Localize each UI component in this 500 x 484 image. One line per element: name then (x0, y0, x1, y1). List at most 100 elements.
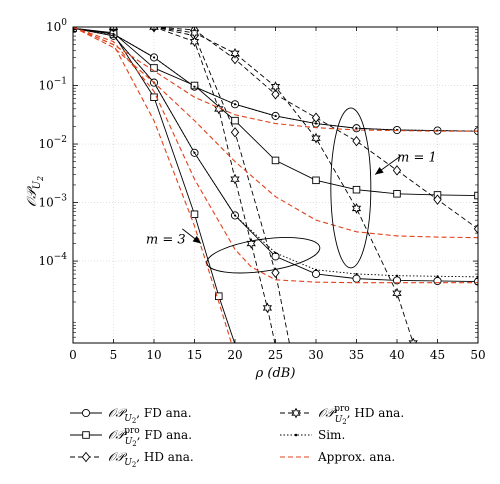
x-tick-label: 25 (268, 348, 283, 362)
series-point-op_hd_m3 (271, 267, 280, 278)
legend-marker (81, 451, 91, 463)
series-point-op_hd_m1 (271, 89, 280, 100)
annotation-label: m = 3 (146, 233, 186, 248)
series-point-sim_m1 (274, 114, 277, 118)
series-point-sim_m3 (314, 268, 318, 271)
x-tick-label: 15 (187, 348, 202, 362)
annotations: m = 1 m = 3 (146, 107, 437, 274)
x-tick-label: 5 (110, 348, 118, 362)
legend-marker (81, 408, 91, 418)
series-point-oppro_fd_m3 (190, 210, 199, 219)
x-tick-label: 50 (470, 348, 485, 362)
x-axis-label: ρ (dB) (255, 366, 296, 381)
series-line-approx_fd_m1 (73, 27, 478, 132)
legend-label: Sim. (318, 428, 345, 442)
annotation-ellipse-m1 (330, 107, 372, 269)
series-point-op_hd_m1 (311, 112, 321, 123)
series-point-oppro_fd_m1 (190, 81, 199, 90)
annotation-arrow-m3-head (192, 235, 201, 244)
series-point-oppro_fd_m1 (271, 156, 280, 165)
series-point-op_hd_m1 (433, 194, 442, 205)
series-point-sim_m3 (193, 151, 196, 154)
y-tick-label: 10−2 (38, 135, 67, 151)
series-point-sim_m1 (112, 32, 115, 36)
series-point-oppro_fd_m3 (215, 292, 223, 300)
legend-point (294, 433, 298, 437)
series-point-oppro_hd_m1 (311, 132, 321, 144)
annotation-label: m = 1 (397, 151, 437, 166)
series-line-oppro_hd_m3 (73, 27, 276, 343)
y-tick-label: 10−3 (38, 194, 67, 210)
series-line-approx_fd_m3 (73, 27, 478, 284)
legend-entry: Sim. (280, 428, 345, 442)
x-tick-label: 45 (430, 348, 445, 362)
series-point-op_fd_m3 (311, 269, 321, 278)
y-tick-label: 100 (46, 18, 67, 34)
legend-entry: Approx. ana. (280, 450, 395, 464)
axes: 0 5 10 15 20 25 30 35 40 45 50 100 10−1 10−2 10−3 10−4 ρ… (25, 18, 486, 381)
legend-label: 𝒪𝒫pro U2, FD ana. (108, 426, 192, 448)
series-point-oppro_fd_m1 (393, 190, 401, 198)
series-line-op_hd_m3 (73, 27, 290, 343)
series-point-oppro_fd_m1 (312, 176, 320, 185)
series-point-sim_m3 (395, 274, 399, 277)
legend-entry: 𝒪𝒫U2, HD ana. (70, 450, 194, 469)
legend-marker (291, 407, 301, 419)
legend-label: 𝒪𝒫U2, FD ana. (108, 406, 192, 425)
y-tick-label: 10−1 (38, 77, 67, 93)
series-point-op_fd_m3 (433, 276, 442, 286)
series-point-oppro_hd_m1 (270, 81, 281, 93)
series-point-oppro_hd_m3 (214, 103, 224, 115)
series-point-sim_m1 (152, 56, 156, 59)
series-line-oppro_fd_m3 (73, 27, 236, 343)
y-tick-label: 10−4 (38, 252, 67, 268)
legend-label: 𝒪𝒫U2, HD ana. (108, 450, 194, 469)
series-point-oppro_hd_m3 (262, 302, 273, 314)
series-point-sim_m1 (193, 85, 196, 88)
series-point-oppro_hd_m1 (230, 47, 240, 59)
series-point-sim_m3 (355, 272, 358, 276)
series-point-oppro_fd_m1 (474, 191, 478, 200)
annotation-ellipse-m3 (206, 237, 321, 274)
series-point-oppro_fd_m1 (352, 185, 361, 194)
series-line-approx_pro_fd_m3 (73, 27, 232, 343)
series-point-sim_m1 (314, 122, 318, 125)
series-point-sim_m1 (355, 127, 358, 130)
series-point-sim_m1 (233, 103, 237, 106)
series-point-oppro_fd_m1 (231, 116, 239, 125)
series-point-oppro_hd_m3 (230, 173, 240, 185)
series-point-oppro_hd_m1 (392, 287, 402, 299)
series-layer (73, 27, 478, 343)
legend-label: Approx. ana. (317, 450, 395, 464)
legend: 𝒪𝒫U2, FD ana. 𝒪𝒫pro U2, HD ana. 𝒪𝒫pro U2, FD… (70, 404, 404, 469)
series-point-op_hd_m1 (230, 53, 240, 65)
legend-entry: 𝒪𝒫pro U2, HD ana. (280, 404, 404, 426)
legend-entry: 𝒪𝒫U2, FD ana. (70, 406, 192, 425)
series-point-sim_m3 (274, 251, 277, 254)
series-point-op_hd_m1 (392, 165, 402, 176)
annotation-arrow-m1-head (375, 166, 384, 175)
series-point-sim_m3 (112, 34, 115, 37)
x-tick-label: 35 (349, 348, 364, 362)
series-point-sim_m3 (436, 275, 439, 278)
series-line-approx_pro_fd_m1 (73, 27, 478, 239)
legend-marker (82, 431, 90, 439)
series-point-op_fd_m3 (352, 274, 361, 283)
series-point-op_hd_m3 (230, 127, 240, 138)
series-point-oppro_hd_m1 (408, 337, 418, 343)
y-axis-label: 𝒪𝒫U2 (25, 176, 45, 207)
legend-label: 𝒪𝒫pro U2, HD ana. (318, 404, 404, 426)
series-line-oppro_hd_m1 (73, 27, 414, 343)
series-point-op_hd_m1 (352, 135, 361, 147)
x-tick-label: 40 (389, 348, 404, 362)
x-tick-label: 30 (308, 348, 323, 362)
x-tick-label: 10 (146, 348, 161, 362)
series-point-op_hd_m1 (473, 223, 478, 235)
series-point-oppro_hd_m3 (189, 36, 200, 48)
legend-entry: 𝒪𝒫pro U2, FD ana. (70, 426, 192, 448)
series-point-sim_m3 (233, 214, 237, 217)
x-tick-label: 0 (69, 348, 77, 362)
x-tick-label: 20 (227, 348, 242, 362)
series-point-oppro_hd_m1 (351, 203, 362, 214)
